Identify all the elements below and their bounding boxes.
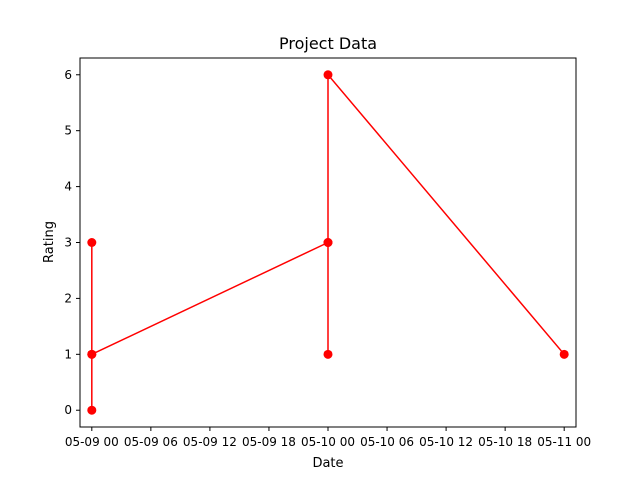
data-point bbox=[559, 349, 569, 359]
x-tick-label: 05-10 06 bbox=[360, 435, 414, 449]
data-point bbox=[87, 238, 97, 247]
data-point bbox=[87, 405, 97, 415]
x-axis-label: Date bbox=[312, 456, 343, 471]
plot-frame bbox=[79, 57, 577, 428]
series-layer bbox=[87, 70, 569, 415]
data-point bbox=[323, 349, 333, 359]
data-point bbox=[87, 349, 97, 359]
y-tick-label: 1 bbox=[64, 347, 72, 361]
y-axis-label: Rating bbox=[42, 221, 57, 263]
y-tick-label: 5 bbox=[64, 124, 72, 138]
x-tick-label: 05-10 00 bbox=[301, 435, 355, 449]
x-tick-label: 05-10 18 bbox=[478, 435, 532, 449]
y-tick-label: 6 bbox=[64, 68, 72, 82]
data-point bbox=[323, 238, 333, 247]
y-tick-label: 3 bbox=[64, 236, 72, 250]
x-tick-label: 05-11 00 bbox=[537, 435, 591, 449]
data-point bbox=[323, 70, 333, 80]
y-tick-label: 4 bbox=[64, 180, 72, 194]
x-tick-label: 05-09 12 bbox=[183, 435, 237, 449]
x-tick-label: 05-09 18 bbox=[242, 435, 296, 449]
y-tick-label: 0 bbox=[64, 403, 72, 417]
ticks: 05-09 00 05-09 06 05-09 12 05-09 18 05-10 00… bbox=[64, 68, 591, 449]
chart-title: Project Data bbox=[279, 34, 377, 53]
x-tick-label: 05-09 00 bbox=[65, 435, 119, 449]
x-tick-label: 05-10 12 bbox=[419, 435, 473, 449]
x-tick-label: 05-09 06 bbox=[124, 435, 178, 449]
y-tick-label: 2 bbox=[64, 291, 72, 305]
